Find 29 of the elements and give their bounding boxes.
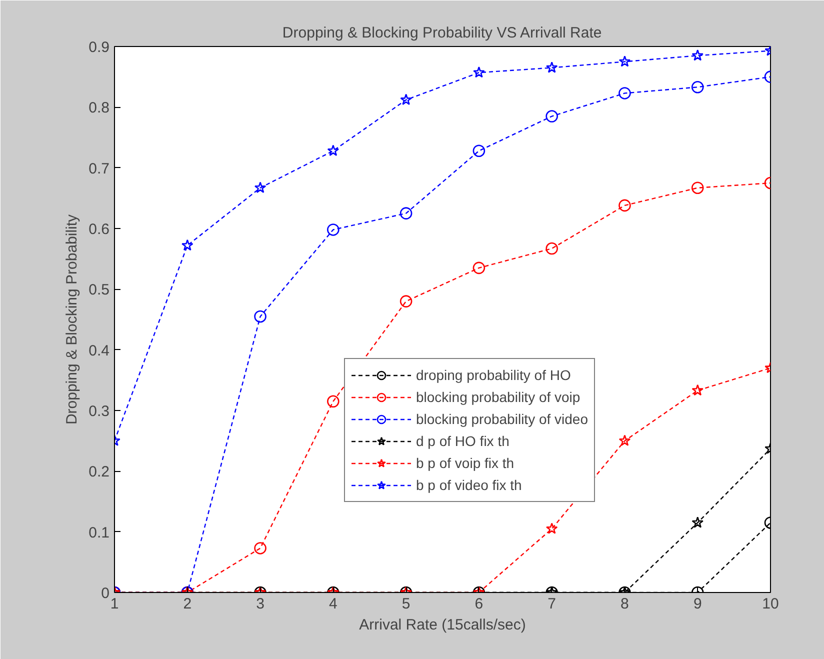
y-tick-label: 0.2 (88, 464, 110, 481)
y-tick-label: 0.1 (88, 524, 110, 542)
x-tick-label: 6 (474, 596, 484, 612)
x-tick-label: 4 (328, 596, 338, 612)
x-tick-label: 9 (693, 596, 702, 612)
x-tick-label: 1 (110, 596, 119, 612)
y-tick-label: 0.7 (88, 160, 110, 178)
y-axis-title: Dropping & Blocking Probability (64, 214, 81, 425)
y-tick-label: 0 (101, 585, 110, 602)
y-tick-label: 0.8 (88, 100, 110, 117)
x-axis-title: Arrival Rate (15calls/sec) (359, 616, 526, 634)
y-tick-label: 0.5 (88, 282, 110, 299)
legend-label: b p of video fix th (416, 476, 522, 494)
y-tick-label: 0.3 (88, 403, 110, 420)
chart-title: Dropping & Blocking Probability VS Arrivall Rate (282, 24, 602, 42)
x-tick-label: 3 (256, 596, 264, 612)
y-tick-label: 0.9 (88, 39, 110, 56)
y-tick-label: 0.4 (88, 342, 110, 360)
x-tick-label: 10 (762, 596, 779, 612)
x-tick-label: 8 (620, 596, 629, 612)
x-tick-label: 2 (183, 596, 192, 612)
legend-label: blocking probability of voip (416, 388, 580, 406)
legend-label: d p of HO fix th (416, 432, 510, 450)
y-tick-label: 0.6 (88, 221, 110, 238)
x-tick-label: 5 (402, 596, 410, 612)
x-tick-label: 7 (548, 596, 556, 612)
legend-label: droping probability of HO (416, 366, 571, 384)
legend-label: b p of voip fix th (416, 454, 514, 472)
legend-label: blocking probability of video (416, 410, 588, 428)
